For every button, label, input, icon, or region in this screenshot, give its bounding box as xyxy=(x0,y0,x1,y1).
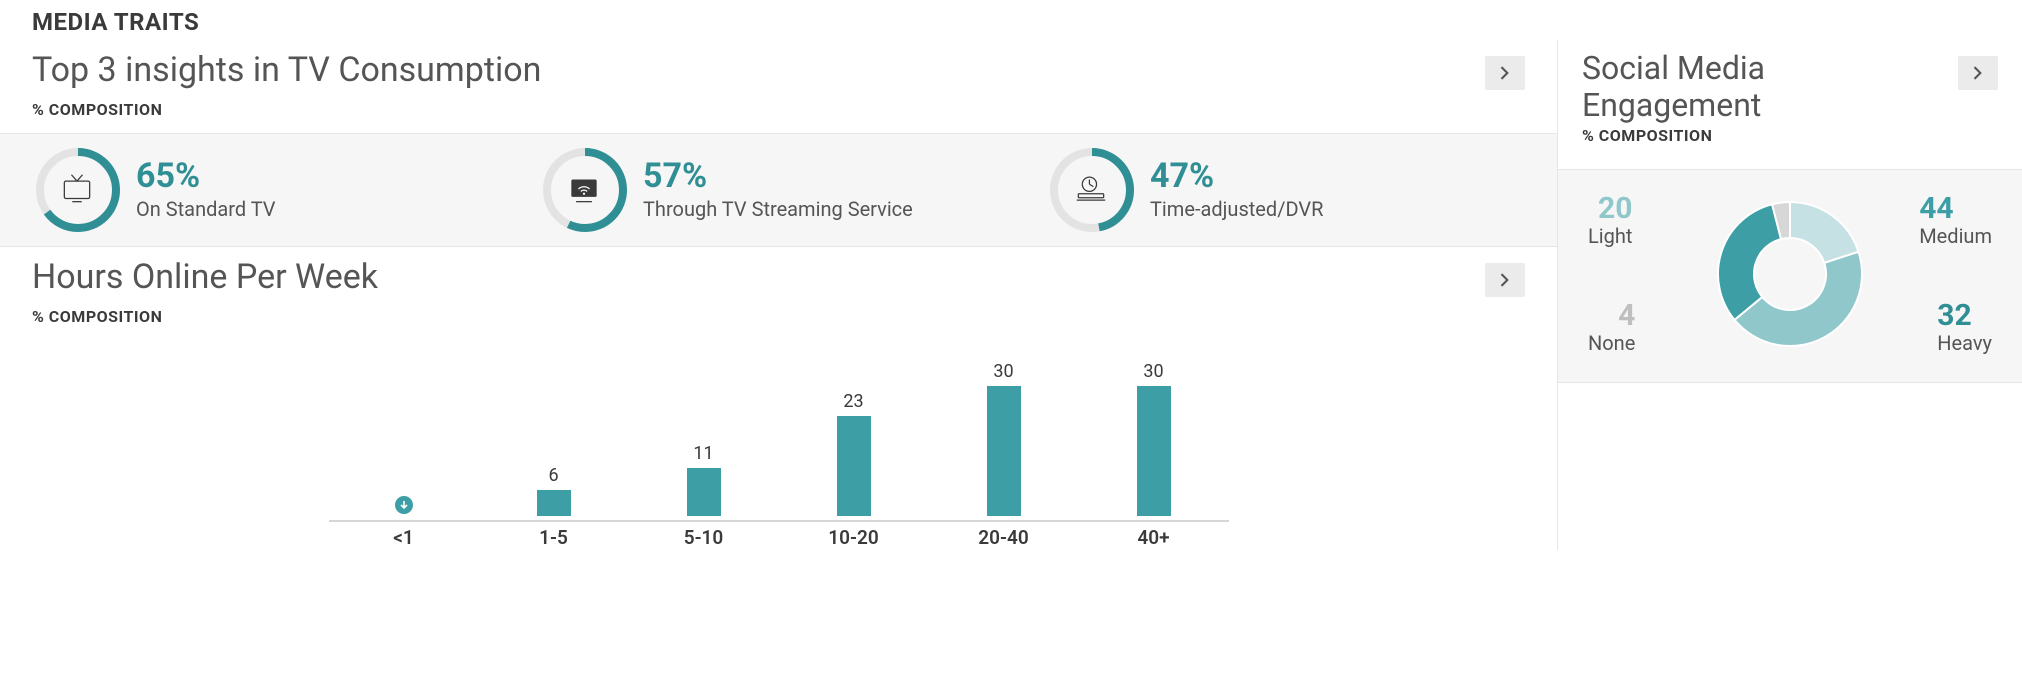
donut-label-medium: 44 Medium xyxy=(1919,192,1992,247)
bar-zero-marker xyxy=(395,496,413,514)
bar-rect xyxy=(1137,386,1171,516)
donut-label-heavy: 32 Heavy xyxy=(1937,299,1992,354)
bar-category: 10-20 xyxy=(828,526,878,550)
left-column: Top 3 insights in TV Consumption % COMPO… xyxy=(0,40,1558,550)
bar-category: 40+ xyxy=(1137,526,1169,550)
donut-value-none: 4 xyxy=(1618,299,1635,332)
bar-rect xyxy=(837,416,871,516)
donut-text-medium: Medium xyxy=(1919,225,1992,247)
bar-category: 20-40 xyxy=(978,526,1028,550)
donut-label-none: 4 None xyxy=(1588,299,1635,354)
donut-value-medium: 44 xyxy=(1919,192,1953,225)
social-media-subtitle: % COMPOSITION xyxy=(1558,124,2022,159)
tv-insights-subtitle: % COMPOSITION xyxy=(0,98,1557,133)
bar-rect xyxy=(537,490,571,516)
bar-value: 23 xyxy=(843,391,863,412)
stream-icon xyxy=(565,170,605,210)
donut-label-light: 20 Light xyxy=(1588,192,1632,247)
insight-item: 47% Time-adjusted/DVR xyxy=(1050,148,1521,232)
insight-pct: 65% xyxy=(136,159,276,193)
hours-title: Hours Online Per Week xyxy=(32,257,378,297)
tv-insights-strip: 65% On Standard TV 57% Through TV Streaming… xyxy=(0,133,1557,247)
donut-text-none: None xyxy=(1588,332,1635,354)
insight-item: 65% On Standard TV xyxy=(36,148,507,232)
hours-subtitle: % COMPOSITION xyxy=(0,305,1557,340)
insight-text: 65% On Standard TV xyxy=(136,159,276,221)
hours-header: Hours Online Per Week xyxy=(0,247,1557,305)
insight-ring xyxy=(1050,148,1134,232)
bar-category: 1-5 xyxy=(539,526,568,550)
tv-insights-expand-button[interactable] xyxy=(1485,56,1525,90)
bar-column: <1 xyxy=(329,496,479,550)
bar-category: 5-10 xyxy=(684,526,724,550)
bar-column: 23 10-20 xyxy=(779,391,929,550)
insight-pct: 47% xyxy=(1150,159,1323,193)
donut-text-light: Light xyxy=(1588,225,1632,247)
bar-column: 30 20-40 xyxy=(929,361,1079,550)
bar-value: 11 xyxy=(693,443,713,464)
hours-expand-button[interactable] xyxy=(1485,263,1525,297)
donut-text-heavy: Heavy xyxy=(1937,332,1992,354)
chevron-right-icon xyxy=(1973,66,1983,80)
hours-bar-chart: <1 6 1-5 11 5-10 23 10-20 30 20-40 30 40+ xyxy=(0,340,1557,550)
insight-pct: 57% xyxy=(643,159,913,193)
bar-category: <1 xyxy=(393,526,414,550)
insight-ring xyxy=(36,148,120,232)
donut-svg xyxy=(1715,199,1865,349)
insight-label: Through TV Streaming Service xyxy=(643,197,913,221)
donut-value-light: 20 xyxy=(1598,192,1632,225)
insight-label: On Standard TV xyxy=(136,197,276,221)
bar-column: 30 40+ xyxy=(1079,361,1229,550)
chevron-right-icon xyxy=(1500,66,1510,80)
bar-column: 6 1-5 xyxy=(479,465,629,550)
dvr-icon xyxy=(1072,170,1112,210)
bar-value: 6 xyxy=(548,465,558,486)
insight-text: 47% Time-adjusted/DVR xyxy=(1150,159,1323,221)
donut-value-heavy: 32 xyxy=(1937,299,1971,332)
bar-column: 11 5-10 xyxy=(629,443,779,550)
social-media-title: Social Media Engagement xyxy=(1582,50,1882,124)
insight-label: Time-adjusted/DVR xyxy=(1150,197,1323,221)
bar-rect xyxy=(687,468,721,516)
social-media-header: Social Media Engagement xyxy=(1558,40,2022,124)
tv-insights-title: Top 3 insights in TV Consumption xyxy=(32,50,541,90)
right-column: Social Media Engagement % COMPOSITION 20… xyxy=(1558,40,2022,550)
tv-insights-header: Top 3 insights in TV Consumption xyxy=(0,40,1557,98)
social-media-donut xyxy=(1715,199,1865,349)
bar-value: 30 xyxy=(1143,361,1163,382)
chevron-right-icon xyxy=(1500,273,1510,287)
insight-text: 57% Through TV Streaming Service xyxy=(643,159,913,221)
main-row: Top 3 insights in TV Consumption % COMPO… xyxy=(0,40,2022,550)
page-title: MEDIA TRAITS xyxy=(0,0,2022,40)
social-media-expand-button[interactable] xyxy=(1958,56,1998,90)
social-media-donut-panel: 20 Light 44 Medium 32 Heavy 4 None xyxy=(1558,169,2022,383)
insight-item: 57% Through TV Streaming Service xyxy=(543,148,1014,232)
tv-icon xyxy=(58,170,98,210)
bar-rect xyxy=(987,386,1021,516)
bar-value: 30 xyxy=(993,361,1013,382)
insight-ring xyxy=(543,148,627,232)
